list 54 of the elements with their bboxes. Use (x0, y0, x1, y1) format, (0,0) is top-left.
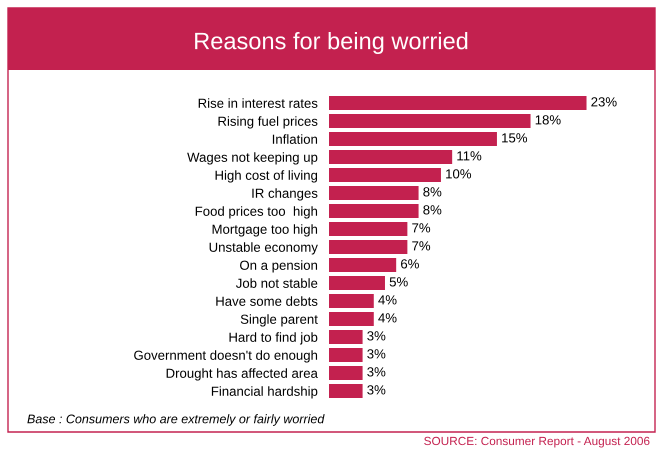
y-tick-label: Financial hardship (212, 386, 318, 399)
bar (329, 276, 385, 290)
bar (329, 96, 587, 110)
chart-title: Reasons for being worried (195, 32, 468, 54)
data-label: 5% (390, 277, 408, 287)
bar (329, 186, 419, 200)
data-label: 4% (378, 313, 397, 322)
bar (329, 222, 408, 236)
data-label: 18% (536, 115, 561, 125)
data-label: 3% (367, 331, 386, 341)
y-tick-label: Drought has affected area (166, 368, 318, 381)
data-label: 8% (423, 187, 442, 197)
bar (329, 240, 408, 254)
y-tick-label: Food prices too high (196, 206, 318, 219)
bar (329, 312, 374, 326)
data-label: 3% (367, 367, 386, 377)
bar (329, 366, 363, 380)
y-tick-label: Wages not keeping up (187, 152, 318, 165)
data-label: 15% (502, 133, 528, 143)
y-tick-label: On a pension (240, 260, 318, 273)
y-tick-label: High cost of living (216, 170, 318, 183)
y-tick-label: Job not stable (236, 278, 318, 288)
source-note: SOURCE: Consumer Report - August 2006 (424, 436, 650, 448)
y-tick-label: Unstable economy (210, 242, 318, 255)
bar (329, 348, 363, 362)
bar (329, 384, 363, 398)
data-label: 8% (423, 205, 442, 215)
y-tick-label: Mortgage too high (212, 224, 318, 237)
data-label: 7% (412, 241, 430, 250)
bar (329, 330, 363, 344)
bar (329, 114, 531, 128)
bar (329, 132, 497, 146)
text: Base : Consumers who are extremely or fairly worried (27, 414, 325, 426)
data-label: 6% (401, 259, 419, 269)
data-label: 3% (367, 349, 386, 359)
data-label: 3% (367, 385, 386, 395)
y-tick-label: IR changes (252, 188, 318, 201)
y-tick-label: Inflation (272, 134, 318, 144)
y-tick-label: Have some debts (216, 296, 318, 306)
y-tick-label: Rising fuel prices (218, 116, 318, 129)
bar (329, 168, 441, 182)
y-tick-label: Rise in interest rates (198, 98, 318, 108)
data-label: 23% (591, 97, 617, 107)
data-label: 7% (412, 223, 430, 232)
bar (329, 204, 419, 218)
y-tick-label: Hard to find job (229, 332, 318, 345)
bar (329, 150, 452, 164)
data-label: 4% (378, 295, 397, 304)
y-tick-label: Single parent (240, 314, 318, 327)
data-label: 11% (457, 151, 482, 160)
bar (329, 294, 374, 308)
bar (329, 258, 396, 272)
data-label: 10% (446, 169, 472, 179)
y-tick-label: Government doesn't do enough (134, 350, 318, 363)
